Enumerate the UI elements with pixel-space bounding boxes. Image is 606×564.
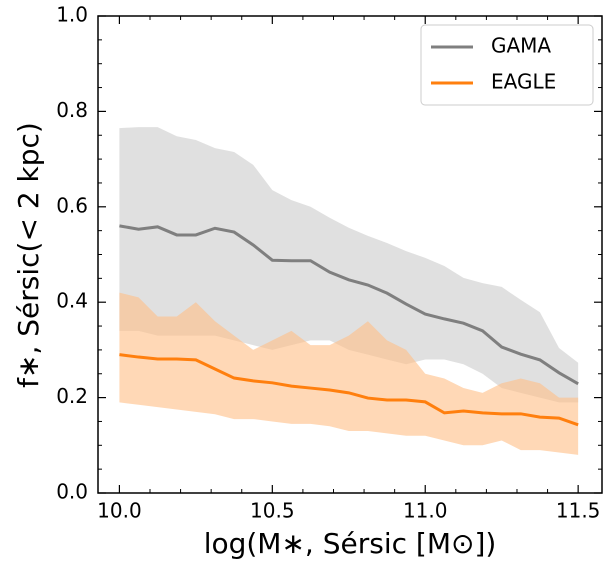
y-axis-label: f∗, Sérsic(< 2 kpc): [12, 122, 45, 388]
y-tick-label: 0.6: [56, 193, 88, 217]
legend: GAMA EAGLE: [420, 24, 594, 106]
band: [119, 292, 579, 455]
y-tick-label: 0.8: [56, 98, 88, 122]
legend-label: EAGLE: [491, 70, 556, 94]
y-tick-label: 0.0: [56, 480, 88, 504]
line: [119, 224, 579, 386]
x-tick-label: 10.5: [250, 499, 295, 523]
y-tick-label: 0.2: [56, 384, 88, 408]
y-tick-label: 1.0: [56, 3, 88, 27]
line: [119, 353, 579, 427]
legend-label: GAMA: [491, 34, 551, 58]
band: [119, 127, 579, 403]
y-tick-label: 0.4: [56, 289, 88, 313]
x-tick-label: 11.5: [556, 499, 601, 523]
x-axis-label: log(M∗, Sérsic [M⊙]): [204, 527, 497, 560]
x-tick-label: 10.0: [97, 499, 142, 523]
legend-box: [420, 24, 594, 106]
x-tick-label: 11.0: [403, 499, 448, 523]
